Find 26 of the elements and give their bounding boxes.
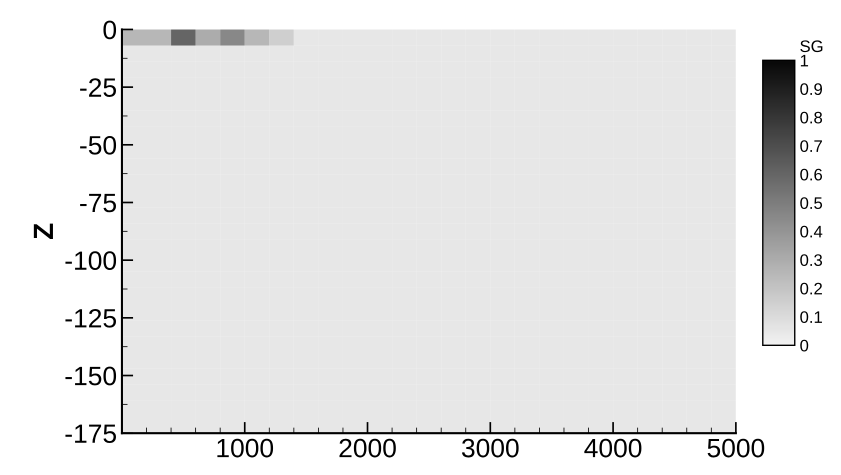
x-tick-label: 3000	[462, 438, 519, 458]
y-axis-title: Z	[34, 224, 53, 239]
color-bar-label: 0.2	[800, 282, 822, 295]
color-bar-label: 0.5	[800, 197, 822, 210]
x-tick-label: 4000	[584, 438, 642, 458]
y-tick-label: -50	[80, 136, 116, 155]
y-tick-label: -100	[65, 251, 116, 270]
color-bar-label: 0.9	[800, 83, 822, 96]
y-tick-label: 0	[103, 20, 116, 40]
color-bar-label: 0.8	[800, 112, 822, 124]
color-bar-label: 0.1	[800, 311, 822, 324]
color-bar-label: 0	[800, 340, 808, 352]
y-tick-label: -150	[65, 366, 116, 386]
x-tick-label: 5000	[708, 438, 764, 458]
x-tick-label: 2000	[339, 438, 396, 458]
color-bar-label: 0.4	[800, 226, 822, 238]
y-tick-label: -125	[65, 308, 116, 328]
y-tick-label: -75	[80, 194, 116, 212]
color-bar-label: 0.7	[800, 140, 822, 152]
color-bar-label: 0.6	[800, 168, 822, 181]
x-tick-label: 1000	[217, 438, 274, 458]
color-bar-label: 1	[800, 54, 808, 66]
y-tick-label: -25	[80, 78, 116, 97]
color-bar-title: SG	[800, 40, 822, 52]
color-bar-label: 0.3	[800, 254, 822, 266]
y-tick-label: -175	[65, 424, 116, 444]
